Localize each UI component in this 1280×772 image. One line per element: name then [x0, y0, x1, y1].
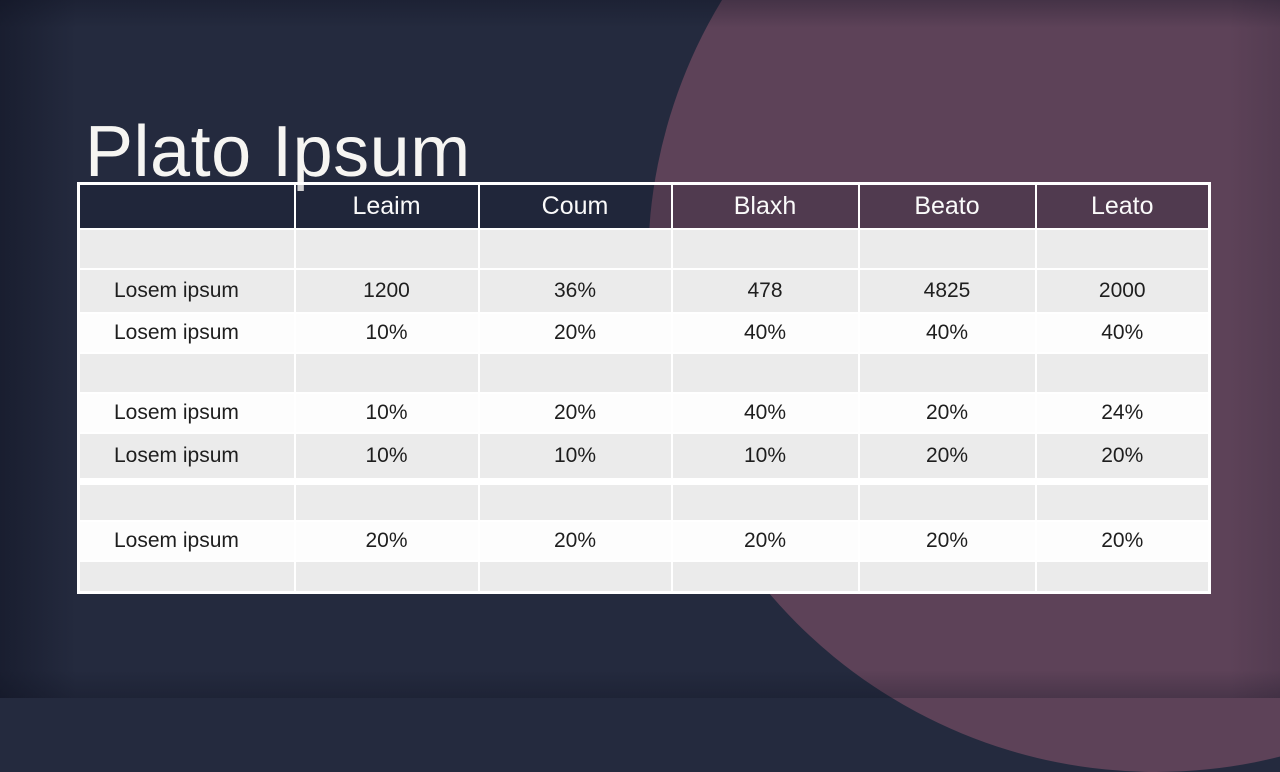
row-label-cell	[77, 480, 296, 522]
column-header-beato: Beato	[857, 182, 1037, 230]
table-header-row: Leaim Coum Blaxh Beato Leato	[77, 182, 1211, 230]
data-table: Leaim Coum Blaxh Beato Leato Losem ipsum 1200…	[77, 182, 1211, 594]
table-header: Leaim Coum Blaxh Beato Leato	[77, 182, 1211, 230]
value-cell: 36%	[477, 268, 673, 314]
value-cell: 478	[670, 268, 860, 314]
table-row: Losem ipsum 10% 20% 40% 20% 24%	[77, 392, 1211, 434]
row-label-cell: Losem ipsum	[77, 268, 296, 314]
table-row-empty	[77, 228, 1211, 270]
table-row-empty	[77, 480, 1211, 522]
column-header-leaim: Leaim	[293, 182, 480, 230]
value-cell: 10%	[293, 312, 480, 354]
value-cell: 24%	[1034, 392, 1211, 434]
value-cell	[293, 352, 480, 394]
value-cell: 1200	[293, 268, 480, 314]
value-cell: 20%	[1034, 520, 1211, 562]
value-cell: 20%	[857, 520, 1037, 562]
value-cell	[670, 352, 860, 394]
value-cell: 40%	[670, 392, 860, 434]
table-row: Losem ipsum 10% 10% 10% 20% 20%	[77, 432, 1211, 485]
value-cell: 20%	[857, 432, 1037, 485]
row-label-cell: Losem ipsum	[77, 312, 296, 354]
value-cell	[293, 480, 480, 522]
value-cell	[857, 228, 1037, 270]
value-cell	[293, 560, 480, 593]
value-cell: 20%	[477, 520, 673, 562]
value-cell: 10%	[293, 392, 480, 434]
value-cell	[857, 480, 1037, 522]
row-label-header	[77, 182, 296, 230]
value-cell	[857, 560, 1037, 593]
value-cell	[477, 480, 673, 522]
row-label-cell: Losem ipsum	[77, 392, 296, 434]
value-cell: 20%	[293, 520, 480, 562]
table-row-empty	[77, 352, 1211, 394]
value-cell	[857, 352, 1037, 394]
value-cell: 40%	[857, 312, 1037, 354]
value-cell: 2000	[1034, 268, 1211, 314]
column-header-leato: Leato	[1034, 182, 1211, 230]
row-label-cell	[77, 228, 296, 270]
slide-title: Plato Ipsum	[85, 112, 471, 193]
value-cell: 10%	[293, 432, 480, 485]
value-cell: 40%	[670, 312, 860, 354]
table-body: Losem ipsum 1200 36% 478 4825 2000 Losem ipsum…	[77, 228, 1211, 593]
table-row: Losem ipsum 1200 36% 478 4825 2000	[77, 268, 1211, 314]
value-cell: 20%	[670, 520, 860, 562]
value-cell	[670, 560, 860, 593]
column-header-blaxh: Blaxh	[670, 182, 860, 230]
value-cell	[670, 228, 860, 270]
value-cell	[1034, 352, 1211, 394]
table-row: Losem ipsum 10% 20% 40% 40% 40%	[77, 312, 1211, 354]
value-cell	[477, 560, 673, 593]
row-label-cell	[77, 560, 296, 593]
value-cell	[477, 352, 673, 394]
row-label-cell	[77, 352, 296, 394]
value-cell	[1034, 228, 1211, 270]
value-cell: 20%	[477, 392, 673, 434]
table-row-empty	[77, 560, 1211, 593]
row-label-cell: Losem ipsum	[77, 432, 296, 485]
value-cell	[1034, 560, 1211, 593]
value-cell	[1034, 480, 1211, 522]
value-cell: 4825	[857, 268, 1037, 314]
value-cell: 20%	[857, 392, 1037, 434]
column-header-coum: Coum	[477, 182, 673, 230]
value-cell: 20%	[477, 312, 673, 354]
value-cell: 10%	[477, 432, 673, 485]
table-row: Losem ipsum 20% 20% 20% 20% 20%	[77, 520, 1211, 562]
value-cell	[670, 480, 860, 522]
value-cell: 10%	[670, 432, 860, 485]
value-cell: 20%	[1034, 432, 1211, 485]
row-label-cell: Losem ipsum	[77, 520, 296, 562]
value-cell	[477, 228, 673, 270]
value-cell	[293, 228, 480, 270]
value-cell: 40%	[1034, 312, 1211, 354]
